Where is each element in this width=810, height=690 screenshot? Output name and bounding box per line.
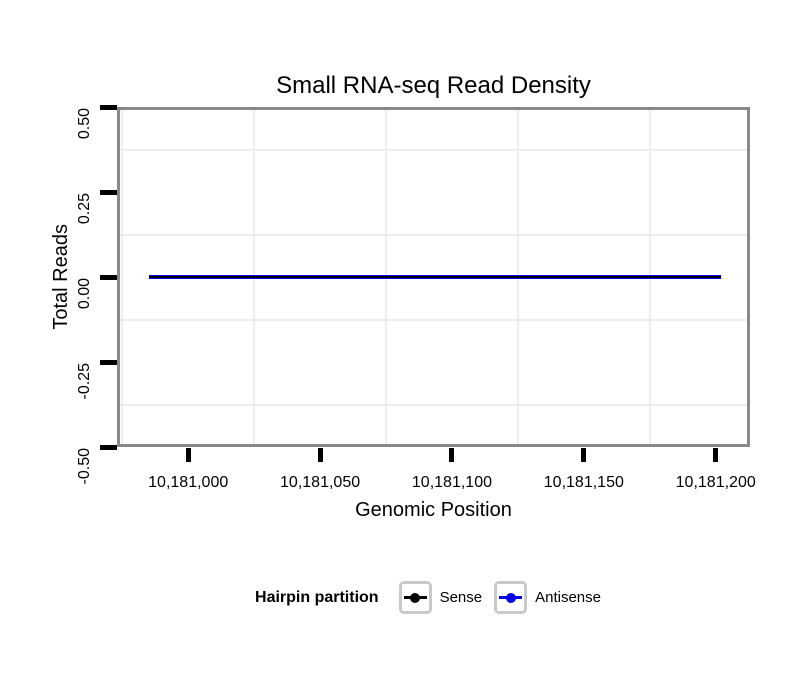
legend-key-dot-icon [410, 592, 421, 603]
y-tick-label-text: 0.25 [76, 193, 93, 225]
y-tick-mark [100, 274, 117, 280]
y-tick-label: -0.50 [76, 448, 94, 489]
legend-key-dot-icon [505, 592, 516, 603]
x-tick-mark [185, 448, 191, 462]
minor-gridline-horizontal [120, 318, 747, 321]
minor-gridline-horizontal [120, 403, 747, 406]
y-tick-label-text: 0.00 [76, 278, 93, 310]
legend-entries: Sense Antisense [398, 581, 613, 614]
y-tick-mark [100, 189, 117, 195]
x-axis-title: Genomic Position [355, 499, 512, 521]
y-axis-title-text: Total Reads [49, 224, 72, 330]
x-tick-label: 10,181,000 [148, 474, 229, 491]
legend-title: Hairpin partition [255, 588, 379, 606]
legend-label: Sense [439, 589, 483, 606]
y-tick-label-text: 0.50 [76, 108, 93, 140]
legend-key-sense [398, 581, 432, 614]
y-tick-label: -0.25 [76, 363, 94, 404]
minor-gridline-horizontal [120, 233, 747, 236]
plot-title: Small RNA-seq Read Density [276, 72, 591, 99]
minor-gridline-vertical [121, 110, 124, 444]
y-tick-label: 0.25 [76, 193, 94, 229]
legend-label: Antisense [535, 589, 601, 606]
x-tick-label: 10,181,050 [280, 474, 361, 491]
x-tick-label: 10,181,150 [543, 474, 624, 491]
x-tick-mark [581, 448, 587, 462]
y-tick-mark [100, 359, 117, 365]
y-tick-mark [100, 104, 117, 110]
legend-key-antisense [494, 581, 528, 614]
minor-gridline-horizontal [120, 148, 747, 151]
legend-entry-antisense: Antisense [494, 581, 601, 614]
y-tick-label-text: -0.25 [76, 363, 93, 400]
series-line-sense [148, 276, 721, 278]
y-tick-mark [100, 444, 117, 450]
y-tick-label: 0.00 [76, 278, 94, 314]
x-tick-mark [713, 448, 719, 462]
x-tick-label: 10,181,100 [411, 474, 492, 491]
y-tick-label: 0.50 [76, 108, 94, 144]
legend-entry-sense: Sense [398, 581, 483, 614]
x-tick-mark [449, 448, 455, 462]
x-tick-label: 10,181,200 [675, 474, 756, 491]
y-tick-label-text: -0.50 [76, 448, 93, 485]
legend: Hairpin partition Sense Antisense [255, 581, 613, 614]
x-tick-mark [317, 448, 323, 462]
y-axis-title: Total Reads [46, 107, 76, 447]
